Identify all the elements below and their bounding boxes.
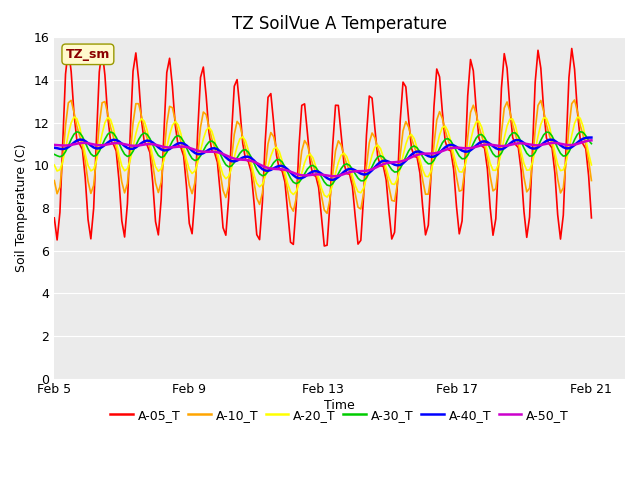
A-05_T [588,215,595,221]
A-05_T [51,215,58,221]
A-10_T [323,210,331,216]
A-40_T [273,164,280,170]
A-10_T [267,130,275,135]
A-10_T [273,145,280,151]
A-05_T [394,181,401,187]
A-20_T [588,162,595,168]
A-50_T [588,137,595,143]
A-30_T [360,178,367,183]
Legend: A-05_T, A-10_T, A-20_T, A-30_T, A-40_T, A-50_T: A-05_T, A-10_T, A-20_T, A-30_T, A-40_T, … [106,404,574,427]
A-30_T [321,179,328,185]
A-10_T [51,178,58,183]
X-axis label: Time: Time [324,399,355,412]
A-10_T [115,159,123,165]
Line: A-50_T: A-50_T [54,140,591,176]
A-20_T [326,190,333,196]
A-05_T [65,46,72,51]
A-20_T [394,176,401,182]
A-05_T [270,120,278,126]
A-30_T [577,129,584,135]
A-40_T [391,162,399,168]
A-50_T [321,172,328,178]
Line: A-20_T: A-20_T [54,117,591,197]
A-40_T [329,177,337,183]
A-40_T [588,135,595,141]
A-10_T [571,97,579,103]
A-05_T [363,132,371,138]
A-30_T [326,183,333,189]
A-50_T [329,173,337,179]
A-10_T [588,178,595,183]
Y-axis label: Soil Temperature (C): Soil Temperature (C) [15,144,28,272]
A-40_T [360,172,367,178]
A-30_T [51,152,58,157]
A-05_T [118,218,125,224]
A-20_T [363,175,371,181]
A-40_T [267,167,275,173]
A-05_T [326,202,333,207]
A-40_T [115,139,123,144]
A-30_T [267,164,275,170]
Text: TZ_sm: TZ_sm [66,48,110,61]
A-10_T [321,207,328,213]
A-40_T [51,145,58,151]
A-50_T [273,166,280,172]
A-30_T [391,169,399,175]
A-20_T [323,194,331,200]
Title: TZ SoilVue A Temperature: TZ SoilVue A Temperature [232,15,447,33]
A-20_T [270,146,278,152]
A-20_T [275,148,283,154]
A-50_T [360,168,367,174]
A-20_T [51,162,58,168]
A-50_T [391,159,399,165]
A-50_T [115,140,123,146]
A-50_T [267,166,275,171]
A-50_T [51,142,58,148]
A-30_T [273,157,280,163]
A-05_T [275,166,283,172]
Line: A-10_T: A-10_T [54,100,591,213]
A-10_T [360,191,367,196]
A-30_T [588,141,595,146]
Line: A-40_T: A-40_T [54,138,591,180]
A-05_T [321,243,328,249]
A-10_T [391,198,399,204]
A-30_T [115,140,123,146]
A-40_T [321,173,328,179]
Line: A-05_T: A-05_T [54,48,591,246]
Line: A-30_T: A-30_T [54,132,591,186]
A-20_T [70,114,78,120]
A-20_T [118,163,125,168]
